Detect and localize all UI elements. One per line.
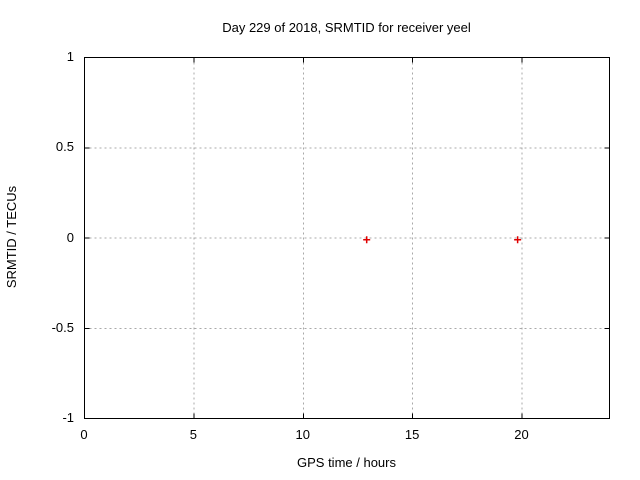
y-tick-label: 1 (66, 49, 74, 64)
y-tick-label: 0 (66, 229, 74, 245)
plot-border (84, 57, 610, 419)
y-tick-label: -0.5 (51, 319, 74, 335)
x-tick-label: 0 (80, 427, 88, 442)
plot-area (84, 57, 610, 419)
x-tick-label: 20 (514, 427, 529, 442)
x-tick-label: 5 (189, 427, 197, 442)
y-tick-label: 0.5 (55, 139, 74, 155)
x-axis-label: GPS time / hours (297, 455, 396, 470)
x-tick-label: 15 (404, 427, 420, 442)
x-tick-label: 10 (295, 427, 310, 442)
chart-title: Day 229 of 2018, SRMTID for receiver yee… (222, 20, 471, 35)
data-point-marker (363, 236, 371, 244)
y-tick-label: -1 (62, 410, 74, 425)
data-point-marker (514, 236, 522, 244)
